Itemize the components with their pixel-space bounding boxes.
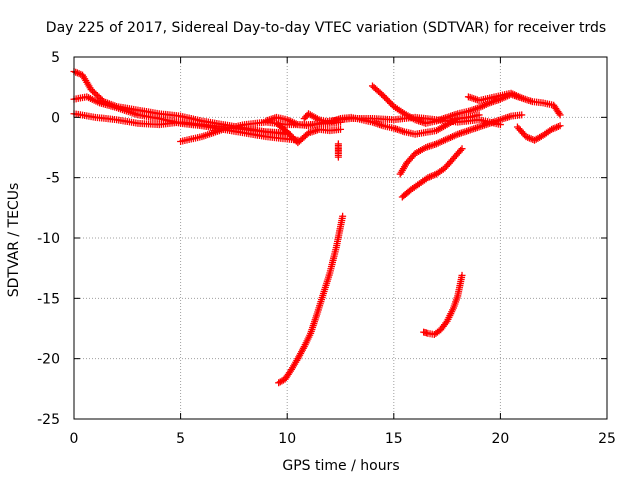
x-tick-label: 5 — [176, 431, 185, 447]
y-tick-label: -10 — [37, 231, 60, 247]
data-point-marker — [291, 136, 299, 144]
x-axis-label: GPS time / hours — [282, 458, 399, 474]
data-point-marker — [387, 99, 395, 107]
data-point-marker — [379, 92, 387, 100]
data-points — [70, 67, 564, 387]
data-point-marker — [556, 122, 564, 130]
data-point-marker — [92, 90, 100, 98]
y-tick-label: -5 — [46, 171, 60, 187]
x-tick-label: 25 — [598, 431, 616, 447]
series-arc-5 — [273, 119, 344, 147]
axis-ticks: 0 5 10 15 20 25 5 0 -5 -10 -15 -20 -25 — [37, 50, 616, 447]
y-tick-label: -20 — [37, 352, 60, 368]
data-point-marker — [458, 145, 466, 153]
data-point-marker — [518, 111, 526, 119]
data-point-marker — [384, 96, 392, 104]
data-point-marker — [289, 134, 297, 142]
data-point-marker — [288, 132, 296, 140]
x-tick-label: 15 — [385, 431, 403, 447]
y-tick-label: 5 — [51, 50, 60, 66]
data-point-marker — [337, 125, 344, 133]
chart-title: Day 225 of 2017, Sidereal Day-to-day VTE… — [46, 20, 606, 36]
data-point-marker — [382, 95, 390, 103]
data-point-marker — [457, 146, 465, 154]
data-point-marker — [518, 94, 526, 102]
data-point-marker — [339, 212, 347, 220]
x-tick-label: 0 — [70, 431, 79, 447]
data-point-marker — [90, 89, 98, 97]
data-point-marker — [285, 129, 293, 137]
data-point-marker — [286, 131, 294, 139]
data-point-marker — [556, 111, 564, 119]
series-arc-10 — [396, 111, 526, 178]
data-point-marker — [458, 271, 466, 279]
x-tick-label: 20 — [491, 431, 509, 447]
data-point-marker — [385, 98, 393, 106]
series-arc-13 — [334, 140, 342, 161]
y-tick-label: 0 — [51, 110, 60, 126]
series-arc-11 — [398, 145, 466, 201]
data-point-marker — [334, 153, 342, 161]
data-point-marker — [555, 109, 563, 117]
series-arc-9 — [464, 89, 526, 104]
y-tick-label: -25 — [37, 412, 60, 428]
series-arc-14 — [275, 212, 347, 387]
data-point-marker — [93, 92, 101, 100]
series-arc-15 — [420, 271, 466, 339]
y-axis-label: SDTVAR / TECUs — [6, 183, 22, 298]
data-point-marker — [381, 93, 389, 101]
y-tick-label: -15 — [37, 291, 60, 307]
data-point-marker — [89, 87, 97, 95]
series-arc-12 — [513, 122, 564, 144]
x-tick-label: 10 — [278, 431, 296, 447]
data-point-marker — [283, 128, 291, 136]
data-point-marker — [87, 86, 95, 94]
